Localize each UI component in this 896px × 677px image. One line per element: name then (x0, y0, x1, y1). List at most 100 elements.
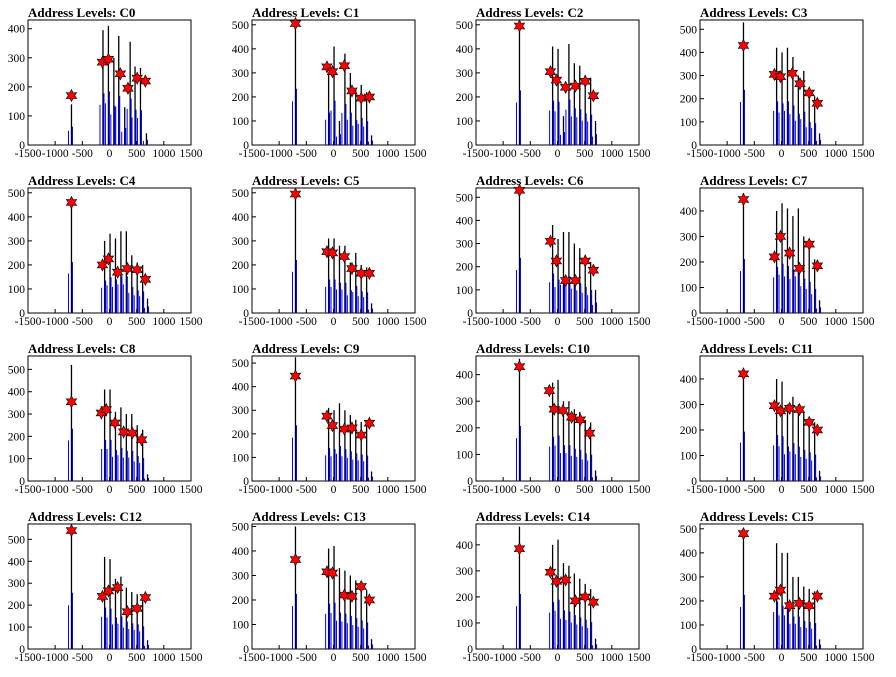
chart-title: Address Levels: C9 (252, 341, 360, 356)
peak-marker (768, 250, 781, 264)
x-tick-label: 1000 (152, 484, 175, 496)
x-tick-label: 1500 (180, 148, 203, 160)
x-tick-label: 500 (800, 148, 818, 160)
y-tick-label: 200 (456, 92, 474, 104)
y-tick-label: 200 (680, 257, 698, 269)
x-tick-label: 500 (576, 316, 594, 328)
x-tick-label: 1000 (600, 316, 623, 328)
peak-marker (289, 16, 302, 31)
y-tick-label: 200 (456, 262, 474, 274)
peak-marker (774, 404, 787, 418)
y-tick-label: 0 (691, 308, 697, 320)
x-tick-label: -1000 (714, 484, 741, 496)
y-tick-label: 100 (680, 620, 698, 632)
chart-title: Address Levels: C14 (476, 509, 590, 524)
y-tick-label: 500 (232, 521, 250, 533)
peak-marker (737, 192, 750, 207)
y-tick-label: 200 (8, 82, 26, 94)
y-tick-label: 400 (456, 540, 474, 552)
y-tick-label: 100 (8, 111, 26, 123)
x-tick-label: 0 (779, 316, 785, 328)
peak-marker (587, 595, 600, 609)
peak-marker (326, 246, 339, 260)
x-tick-label: -500 (744, 652, 765, 664)
y-tick-label: 100 (456, 449, 474, 461)
peak-marker (121, 605, 134, 619)
y-tick-label: 500 (680, 524, 698, 536)
y-tick-label: 300 (456, 239, 474, 251)
x-tick-label: 500 (576, 148, 594, 160)
y-tick-label: 500 (232, 358, 250, 370)
x-tick-label: 1500 (628, 484, 651, 496)
y-tick-label: 200 (456, 592, 474, 604)
panel-13: Address Levels: C13 0 100 200 300 400 500 -1500… (232, 509, 427, 664)
y-tick-label: 400 (232, 382, 250, 394)
peak-marker (569, 273, 582, 288)
peak-marker (811, 259, 824, 273)
x-tick-label: 0 (555, 148, 561, 160)
y-tick-label: 500 (680, 24, 698, 36)
chart-title: Address Levels: C13 (252, 509, 366, 524)
x-tick-label: 1000 (824, 484, 847, 496)
x-tick-label: 1000 (824, 148, 847, 160)
y-tick-label: 300 (8, 236, 26, 248)
x-tick-label: -1500 (239, 484, 266, 496)
y-tick-label: 0 (243, 140, 249, 152)
x-tick-label: 1500 (180, 652, 203, 664)
y-tick-label: 400 (680, 548, 698, 560)
x-tick-label: -1500 (239, 316, 266, 328)
y-tick-label: 200 (232, 429, 250, 441)
peak-marker (346, 84, 358, 98)
peak-marker (574, 413, 587, 427)
y-tick-label: 300 (8, 53, 26, 65)
y-tick-label: 200 (680, 94, 698, 106)
y-tick-label: 100 (232, 116, 250, 128)
peak-marker (513, 359, 526, 374)
panel-4: Address Levels: C40100200300400500-1500-… (8, 173, 203, 328)
panel-10: Address Levels: C10 0 100 200 300 400 -1500 -10… (456, 341, 651, 496)
y-tick-label: 500 (232, 188, 250, 200)
x-tick-label: 1500 (404, 652, 427, 664)
panel-1: Address Levels: C10100200300400500-1500-… (232, 5, 427, 160)
x-tick-label: -500 (72, 148, 93, 160)
peak-marker (587, 263, 600, 277)
y-tick-label: 0 (691, 140, 697, 152)
y-tick-label: 300 (232, 68, 250, 80)
peak-marker (774, 229, 787, 244)
peak-marker (544, 565, 557, 579)
peak-marker (783, 599, 796, 613)
peak-marker (559, 573, 572, 587)
peak-marker (131, 71, 143, 85)
y-tick-label: 500 (456, 192, 474, 204)
peak-marker (774, 70, 787, 84)
peak-marker (803, 599, 815, 613)
peak-marker (289, 552, 302, 567)
x-tick-label: 500 (352, 484, 370, 496)
panel-6: Address Levels: C60100200300400500-1500-… (456, 173, 651, 328)
x-tick-label: 1500 (628, 316, 651, 328)
peak-marker (803, 237, 815, 251)
x-tick-label: -1000 (42, 316, 69, 328)
x-tick-label: -1500 (687, 652, 714, 664)
chart-title: Address Levels: C10 (476, 341, 590, 356)
x-tick-label: -1500 (15, 484, 42, 496)
y-tick-label: 300 (456, 396, 474, 408)
peak-marker (548, 402, 561, 416)
peak-marker (783, 401, 796, 415)
x-tick-label: -500 (520, 484, 541, 496)
x-tick-label: 500 (576, 652, 594, 664)
x-tick-label: 1500 (628, 148, 651, 160)
y-tick-label: 400 (8, 24, 26, 36)
y-tick-label: 100 (680, 450, 698, 462)
chart-title: Address Levels: C8 (28, 341, 136, 356)
x-tick-label: 500 (128, 484, 146, 496)
x-tick-label: 500 (352, 148, 370, 160)
y-tick-label: 400 (680, 47, 698, 59)
chart-title: Address Levels: C1 (252, 5, 359, 20)
y-tick-label: 500 (8, 364, 26, 376)
y-tick-label: 300 (680, 71, 698, 83)
y-tick-label: 400 (232, 212, 250, 224)
chart-title: Address Levels: C12 (28, 509, 142, 524)
x-tick-label: -1000 (490, 652, 517, 664)
y-tick-label: 0 (19, 476, 25, 488)
